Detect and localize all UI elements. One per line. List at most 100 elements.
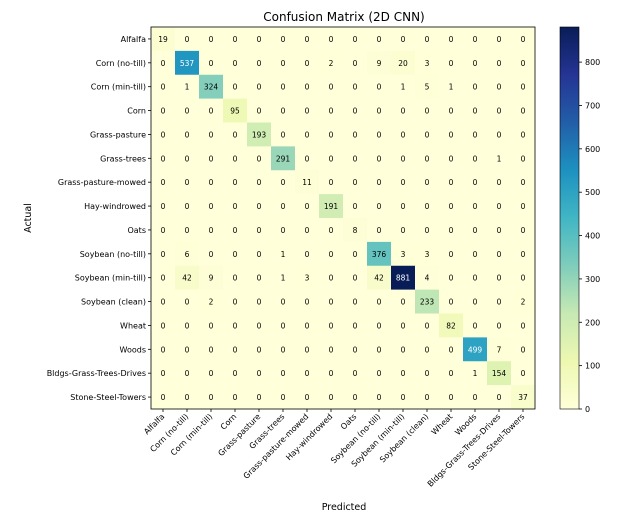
cell-value-label: 0 bbox=[233, 345, 238, 354]
heatmap-cell bbox=[151, 385, 176, 410]
heatmap-cell bbox=[175, 313, 200, 338]
heatmap-cell bbox=[223, 218, 248, 243]
cell-value-label: 0 bbox=[305, 321, 310, 330]
cell-value-label: 0 bbox=[161, 107, 166, 116]
heatmap-cell bbox=[415, 289, 440, 314]
heatmap-cell bbox=[199, 27, 224, 52]
cell-value-label: 0 bbox=[329, 107, 334, 116]
heatmap-cell bbox=[391, 361, 416, 386]
cell-value-label: 0 bbox=[449, 154, 454, 163]
heatmap-cell bbox=[391, 218, 416, 243]
cell-value-label: 1 bbox=[281, 250, 286, 259]
cell-value-label: 0 bbox=[473, 178, 478, 187]
heatmap-cell bbox=[223, 289, 248, 314]
heatmap-cell bbox=[199, 385, 224, 410]
cell-value-label: 0 bbox=[449, 130, 454, 139]
cell-value-label: 0 bbox=[305, 393, 310, 402]
heatmap-cell bbox=[199, 146, 224, 171]
heatmap-cell bbox=[463, 170, 488, 195]
cell-value-label: 0 bbox=[185, 226, 190, 235]
cell-value-label: 0 bbox=[425, 202, 430, 211]
cell-value-label: 0 bbox=[233, 274, 238, 283]
heatmap-cell bbox=[463, 27, 488, 52]
heatmap-cell bbox=[487, 385, 512, 410]
cell-value-label: 0 bbox=[281, 202, 286, 211]
cell-value-label: 0 bbox=[497, 59, 502, 68]
cell-value-label: 0 bbox=[377, 202, 382, 211]
y-tick-label: Soybean (no-till) bbox=[80, 250, 146, 259]
heatmap-cell bbox=[463, 122, 488, 147]
heatmap-cell bbox=[199, 194, 224, 219]
heatmap-cell bbox=[415, 122, 440, 147]
cell-value-label: 0 bbox=[401, 298, 406, 307]
heatmap-cell bbox=[415, 313, 440, 338]
heatmap-cell bbox=[511, 385, 536, 410]
cell-value-label: 11 bbox=[302, 178, 312, 187]
heatmap-cell bbox=[439, 74, 464, 99]
heatmap-cell bbox=[295, 385, 320, 410]
cell-value-label: 20 bbox=[398, 59, 408, 68]
heatmap-cell bbox=[487, 122, 512, 147]
cell-value-label: 0 bbox=[473, 393, 478, 402]
cell-value-label: 0 bbox=[497, 83, 502, 92]
heatmap-cell bbox=[295, 289, 320, 314]
heatmap-cell bbox=[247, 385, 272, 410]
heatmap-cell bbox=[415, 74, 440, 99]
cell-value-label: 0 bbox=[257, 107, 262, 116]
heatmap-cell bbox=[367, 289, 392, 314]
cell-value-label: 0 bbox=[449, 35, 454, 44]
heatmap-cell bbox=[343, 218, 368, 243]
cell-value-label: 0 bbox=[305, 154, 310, 163]
cell-value-label: 2 bbox=[329, 59, 334, 68]
cell-value-label: 0 bbox=[305, 107, 310, 116]
heatmap-cell bbox=[319, 313, 344, 338]
heatmap-cell bbox=[487, 50, 512, 76]
cell-value-label: 0 bbox=[209, 107, 214, 116]
cell-value-label: 0 bbox=[161, 393, 166, 402]
cell-value-label: 0 bbox=[329, 83, 334, 92]
heatmap-cell bbox=[247, 289, 272, 314]
heatmap-cell bbox=[343, 361, 368, 386]
cell-value-label: 0 bbox=[497, 107, 502, 116]
heatmap-cell bbox=[319, 337, 344, 362]
heatmap-cell bbox=[367, 361, 392, 386]
cell-value-label: 0 bbox=[425, 226, 430, 235]
heatmap-cell bbox=[463, 194, 488, 219]
heatmap-cell bbox=[463, 361, 488, 386]
heatmap-cell bbox=[151, 337, 176, 362]
heatmap-cell bbox=[487, 218, 512, 243]
heatmap-cell bbox=[511, 265, 536, 290]
cell-value-label: 0 bbox=[329, 154, 334, 163]
cell-value-label: 0 bbox=[521, 321, 526, 330]
heatmap-cell bbox=[295, 146, 320, 171]
cell-value-label: 0 bbox=[425, 393, 430, 402]
cell-value-label: 0 bbox=[257, 369, 262, 378]
cell-value-label: 0 bbox=[329, 226, 334, 235]
cell-value-label: 0 bbox=[281, 107, 286, 116]
cell-value-label: 0 bbox=[473, 154, 478, 163]
heatmap-cell bbox=[391, 170, 416, 195]
heatmap-cell bbox=[367, 74, 392, 99]
heatmap-cell bbox=[439, 361, 464, 386]
heatmap-cell bbox=[175, 361, 200, 386]
heatmap-cell bbox=[415, 361, 440, 386]
heatmap-cell bbox=[487, 194, 512, 219]
heatmap-cell bbox=[463, 289, 488, 314]
heatmap-cell bbox=[223, 265, 248, 290]
heatmap-cell bbox=[223, 50, 248, 76]
cell-value-label: 0 bbox=[161, 178, 166, 187]
cell-value-label: 0 bbox=[257, 178, 262, 187]
heatmap-cell bbox=[439, 289, 464, 314]
cell-value-label: 0 bbox=[257, 298, 262, 307]
cell-value-label: 0 bbox=[329, 178, 334, 187]
cell-value-label: 0 bbox=[161, 369, 166, 378]
cell-value-label: 0 bbox=[281, 130, 286, 139]
cell-value-label: 0 bbox=[305, 250, 310, 259]
heatmap-cell bbox=[151, 122, 176, 147]
cell-value-label: 0 bbox=[233, 298, 238, 307]
cell-value-label: 0 bbox=[281, 369, 286, 378]
heatmap-cell bbox=[415, 218, 440, 243]
cell-value-label: 0 bbox=[185, 321, 190, 330]
cell-value-label: 0 bbox=[161, 274, 166, 283]
cell-value-label: 193 bbox=[252, 130, 267, 139]
